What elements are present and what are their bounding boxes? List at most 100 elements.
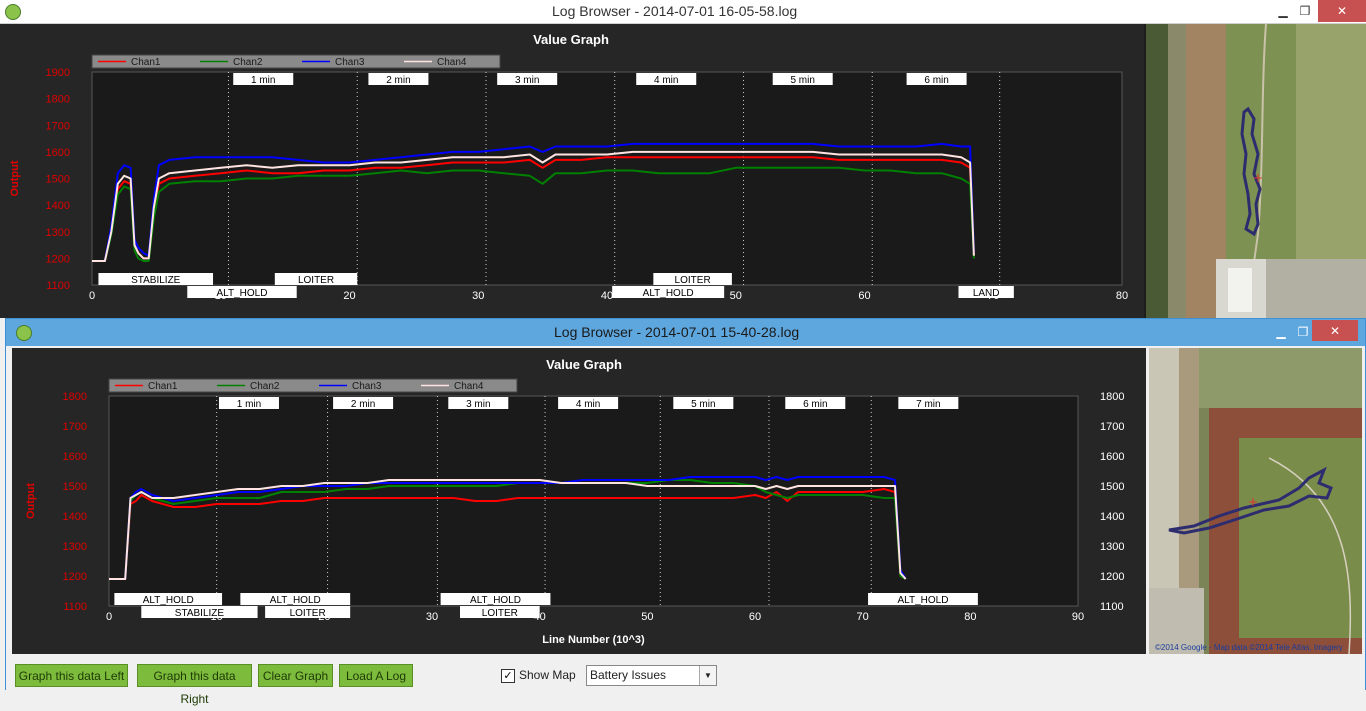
x-tick-label: 70 [857,611,869,623]
value-graph-chart[interactable]: Value Graph Output Line Number (10^3) 1100 1… [12,348,1146,654]
legend-label: Chan2 [250,381,280,392]
legend-label: Chan4 [454,381,484,392]
time-marker-box [448,397,509,409]
map-credit: ©2014 Google - Map data ©2014 Tele Atlas… [1155,643,1343,652]
load-log-button[interactable]: Load A Log [339,664,413,687]
x-tick-label: 80 [964,611,976,623]
flight-mode-box [187,286,297,298]
time-marker-box [333,397,394,409]
flight-mode-box [265,606,351,618]
log-preset-dropdown[interactable]: Battery Issues ▼ [586,665,717,686]
minimize-button[interactable]: ▁ [1276,325,1286,339]
legend-label: Chan3 [352,381,382,392]
maximize-button[interactable]: ❐ [1299,4,1311,18]
flight-mode-label: ALT_HOLD [217,288,268,299]
flight-mode-box [868,593,978,605]
log-browser-window-back: Log Browser - 2014-07-01 16-05-58.log ▁ … [0,0,1366,318]
y-tick-label: 1900 [46,67,70,79]
y-tick-label: 1400 [46,200,70,212]
flight-mode-label: ALT_HOLD [643,288,694,299]
y-tick-label: 1200 [46,253,70,265]
graph-left-button[interactable]: Graph this data Left [15,664,128,687]
time-marker-box [636,73,697,85]
chart-title: Value Graph [533,32,609,47]
flight-map[interactable]: + ©2014 Google - Map data ©2014 Tele Atl… [1149,348,1362,654]
flight-map[interactable]: + [1146,24,1366,318]
maximize-button[interactable]: ❐ [1297,325,1309,339]
x-tick-label: 0 [106,611,112,623]
app-icon [16,325,32,341]
y-tick-label-right: 1700 [1100,421,1124,433]
y-tick-label: 1700 [63,421,87,433]
flight-mode-box [440,593,551,605]
x-tick-label: 20 [343,290,355,302]
y-tick-label: 1600 [46,147,70,159]
flight-mode-label: ALT_HOLD [270,595,321,606]
y-tick-label: 1100 [63,601,87,613]
graph-right-button[interactable]: Graph this data Right [137,664,252,706]
flight-mode-box [240,593,351,605]
log-browser-window-front: Log Browser - 2014-07-01 15-40-28.log ▁ … [5,318,1366,706]
series-line-chan2 [92,166,975,262]
series-line-chan4 [109,479,907,580]
time-marker-box [785,397,846,409]
flight-mode-label: LOITER [675,275,711,286]
flight-mode-label: ALT_HOLD [897,595,948,606]
x-tick-label: 40 [601,290,613,302]
time-marker-label: 2 min [386,75,410,86]
y-tick-label: 1500 [46,174,70,186]
time-marker-label: 5 min [691,399,715,410]
time-marker-box [233,73,294,85]
value-graph-chart[interactable]: Value Graph Output 1100 1200 1300 1400 1500 160… [0,24,1144,318]
minimize-button[interactable]: ▁ [1278,4,1288,18]
legend-label: Chan1 [131,57,161,68]
x-tick-label: 0 [89,290,95,302]
y-tick-label-right: 1200 [1100,571,1124,583]
y-tick-label: 1800 [63,391,87,403]
y-tick-label: 1700 [46,120,70,132]
title-bar[interactable]: Log Browser - 2014-07-01 16-05-58.log ▁ … [0,0,1366,24]
x-tick-label: 60 [858,290,870,302]
x-tick-label: 30 [426,611,438,623]
flight-mode-box [653,273,732,285]
dropdown-value: Battery Issues [590,668,667,682]
clear-graph-button[interactable]: Clear Graph [258,664,333,687]
x-tick-label: 50 [641,611,653,623]
legend-label: Chan1 [148,381,178,392]
title-bar[interactable]: Log Browser - 2014-07-01 15-40-28.log ▁ … [6,319,1365,346]
flight-mode-box [958,286,1014,298]
y-tick-label: 1100 [46,280,70,292]
y-tick-label: 1300 [63,541,87,553]
y-tick-label: 1600 [63,451,87,463]
time-marker-label: 3 min [515,75,539,86]
chevron-down-icon[interactable]: ▼ [699,666,716,685]
flight-mode-box [141,606,258,618]
app-icon [5,4,21,20]
time-marker-box [558,397,619,409]
time-marker-label: 1 min [237,399,261,410]
legend-label: Chan2 [233,57,263,68]
window-title: Log Browser - 2014-07-01 16-05-58.log [552,3,798,19]
value-graph-panel: Value Graph Output 1100 1200 1300 1400 1500 160… [0,24,1144,318]
flight-mode-box [612,286,725,298]
flight-mode-box [98,273,214,285]
show-map-checkbox[interactable]: ✓ [501,669,515,683]
flight-mode-label: STABILIZE [131,275,181,286]
time-marker-label: 6 min [924,75,948,86]
y-tick-label-right: 1600 [1100,451,1124,463]
close-button[interactable]: ✕ [1312,320,1358,341]
series-line-chan3 [92,142,975,262]
series-line-chan2 [109,479,907,580]
time-marker-label: 1 min [251,75,275,86]
y-tick-label-right: 1300 [1100,541,1124,553]
close-button[interactable]: ✕ [1318,0,1366,22]
x-tick-label: 30 [472,290,484,302]
flight-mode-label: LOITER [298,275,334,286]
flight-mode-label: LAND [973,288,1000,299]
y-tick-label: 1400 [63,511,87,523]
plot-area [108,395,1079,607]
time-marker-label: 6 min [803,399,827,410]
time-marker-label: 4 min [654,75,678,86]
legend-box [108,378,518,393]
time-marker-box [906,73,967,85]
